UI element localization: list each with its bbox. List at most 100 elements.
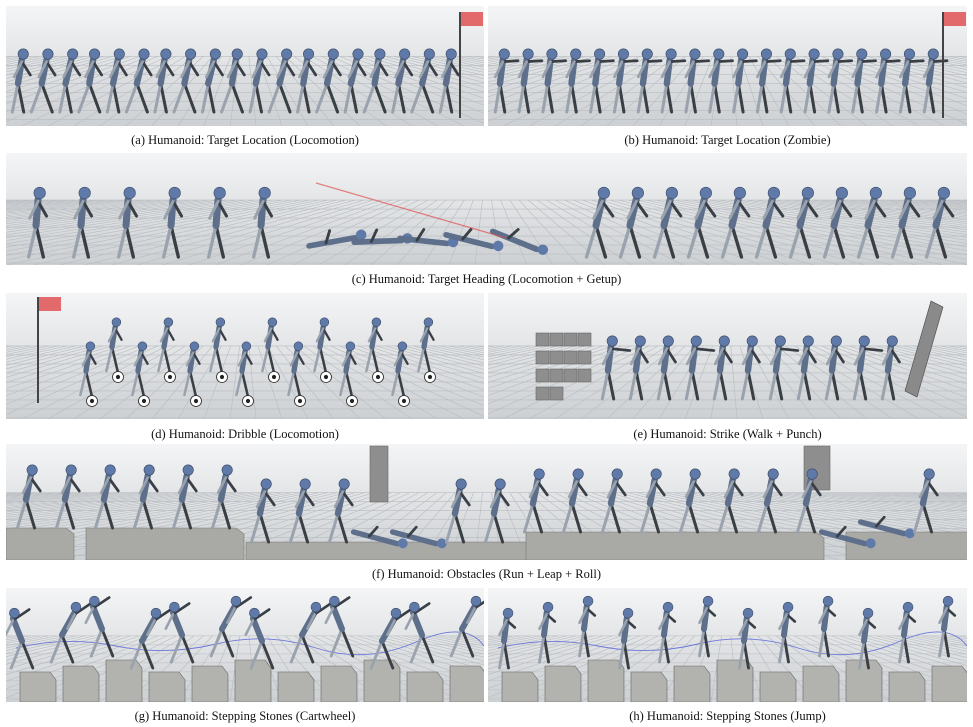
humanoid-figure <box>251 186 274 259</box>
soccer-ball <box>268 371 280 383</box>
panel-c-image <box>6 153 967 265</box>
panel-h-scene <box>488 595 967 702</box>
humanoid-figure <box>6 607 35 670</box>
humanoid-figure <box>589 48 615 114</box>
humanoid-figure <box>71 186 94 259</box>
humanoid-figure <box>522 468 549 534</box>
soccer-ball <box>138 395 150 407</box>
humanoid-figure <box>313 317 331 373</box>
stepping-stone <box>320 665 358 702</box>
humanoid-figure <box>612 48 639 114</box>
humanoid-figure <box>678 468 705 534</box>
strike-block <box>563 368 578 383</box>
soccer-ball <box>86 395 98 407</box>
humanoid-figure <box>369 607 413 670</box>
humanoid-figure <box>684 48 711 114</box>
stepping-stone <box>587 659 625 702</box>
panel-a-scene <box>6 12 484 126</box>
humanoid-figure <box>153 48 175 114</box>
strike-block <box>549 332 564 347</box>
strike-block <box>535 332 550 347</box>
humanoid-figure <box>824 335 845 401</box>
humanoid-figure <box>161 186 184 259</box>
humanoid-figure <box>116 186 139 259</box>
soccer-ball <box>398 395 410 407</box>
floor-grid <box>488 56 967 126</box>
strike-block <box>535 350 550 365</box>
humanoid-figure <box>898 48 925 114</box>
panel-d-image <box>6 293 484 419</box>
humanoid-figure <box>235 341 253 397</box>
humanoid-figure <box>210 464 237 530</box>
soccer-ball <box>112 371 124 383</box>
humanoid-figure <box>755 48 782 114</box>
humanoid-figure <box>58 48 82 114</box>
humanoid-figure <box>79 341 97 397</box>
humanoid-figure <box>600 335 632 401</box>
soccer-ball <box>216 371 228 383</box>
humanoid-figure <box>417 317 435 373</box>
stepping-stone <box>759 671 797 702</box>
humanoid-figure <box>538 601 557 664</box>
strike-block <box>535 368 550 383</box>
panel-a-image <box>6 6 484 126</box>
soccer-ball <box>424 371 436 383</box>
soccer-ball <box>190 395 202 407</box>
panel-b-scene <box>488 12 967 126</box>
panel-e-image <box>488 293 967 419</box>
humanoid-figure <box>856 186 887 259</box>
humanoid-figure <box>618 186 649 259</box>
panel-g-scene <box>6 595 484 702</box>
panel-f-image <box>6 444 967 560</box>
humanoid-figure <box>827 48 854 114</box>
humanoid-figure <box>206 186 229 259</box>
stepping-stone <box>406 671 444 702</box>
stepping-stone <box>234 659 272 702</box>
humanoid-figure <box>404 601 435 664</box>
humanoid-figure <box>795 468 822 534</box>
humanoid-figure <box>822 186 853 259</box>
humanoid-figure <box>600 468 627 534</box>
humanoid-figure <box>483 478 510 544</box>
panel-e-scene <box>488 300 967 419</box>
fallen-humanoid <box>818 525 876 549</box>
humanoid-figure <box>438 48 460 114</box>
trajectory-line <box>497 631 967 656</box>
humanoid-figure <box>249 478 276 544</box>
humanoid-figure <box>493 48 520 114</box>
humanoid-figure <box>10 48 32 114</box>
strike-block <box>549 386 564 401</box>
strike-block <box>535 386 550 401</box>
humanoid-figure <box>717 468 744 534</box>
humanoid-figure <box>93 464 120 530</box>
humanoid-figure <box>296 48 318 114</box>
falling-pillar <box>904 300 944 398</box>
humanoid-figure <box>220 48 246 114</box>
humanoid-figure <box>444 478 471 544</box>
stepping-stone <box>191 665 229 702</box>
fallen-humanoid <box>350 525 408 549</box>
panel-g-image <box>6 588 484 702</box>
stepping-stone <box>19 671 57 702</box>
humanoid-figure <box>171 464 198 530</box>
fallen-humanoid <box>306 229 367 249</box>
humanoid-figure <box>365 317 383 373</box>
humanoid-figure <box>658 601 677 664</box>
humanoid-figure <box>851 48 877 114</box>
stepping-stone <box>888 671 926 702</box>
floor-grid <box>6 56 484 126</box>
humanoid-figure <box>132 464 159 530</box>
humanoid-figure <box>890 186 921 259</box>
stepping-stone <box>845 659 883 702</box>
humanoid-figure <box>686 186 717 259</box>
humanoid-figure <box>768 335 800 401</box>
humanoid-figure <box>287 341 305 397</box>
fallen-humanoid <box>489 228 549 255</box>
humanoid-figure <box>924 186 955 259</box>
humanoid-figure <box>105 317 123 373</box>
humanoid-figure <box>708 48 734 114</box>
humanoid-figure <box>852 335 884 401</box>
humanoid-figure <box>261 317 279 373</box>
humanoid-figure <box>803 48 830 114</box>
humanoid-figure <box>922 48 949 114</box>
